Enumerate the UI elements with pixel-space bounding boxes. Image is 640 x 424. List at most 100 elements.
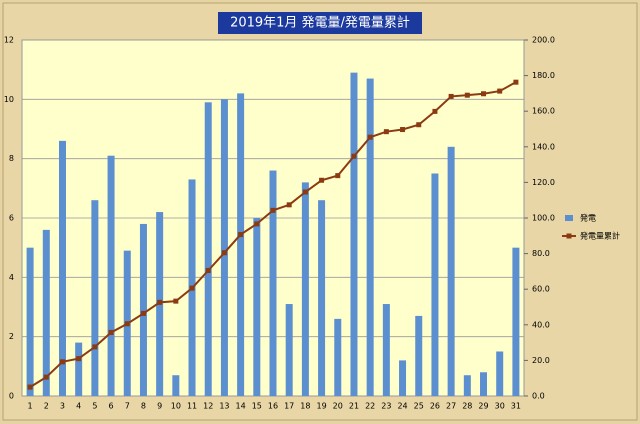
legend-label: 発電 [580, 214, 596, 223]
x-tick-label: 11 [187, 402, 197, 411]
marker [270, 207, 276, 213]
marker [383, 129, 389, 135]
marker [481, 91, 487, 97]
x-tick-label: 14 [236, 402, 246, 411]
y2-tick-label: 200.0 [532, 36, 555, 45]
bar [42, 229, 50, 396]
y2-tick-label: 180.0 [532, 71, 555, 80]
bar [269, 170, 277, 396]
y2-tick-label: 160.0 [532, 107, 555, 116]
y-tick-label: 0 [9, 392, 14, 401]
bar [139, 223, 147, 396]
bar [26, 247, 34, 396]
x-tick-label: 29 [478, 402, 488, 411]
bar [318, 200, 326, 396]
bar [447, 146, 455, 396]
x-tick-label: 1 [28, 402, 33, 411]
y-tick-label: 6 [9, 214, 14, 223]
bar [91, 200, 99, 396]
marker [367, 134, 373, 140]
x-tick-label: 6 [109, 402, 114, 411]
bar [382, 304, 390, 396]
y-tick-label: 4 [9, 273, 14, 282]
bar [75, 342, 83, 396]
bar [512, 247, 520, 396]
x-tick-label: 3 [60, 402, 65, 411]
bar [463, 375, 471, 396]
x-tick-label: 25 [414, 402, 424, 411]
bar [220, 99, 228, 396]
y2-tick-label: 140.0 [532, 142, 555, 151]
legend-swatch [566, 233, 572, 239]
marker [497, 88, 503, 94]
marker [254, 221, 260, 227]
x-tick-label: 7 [125, 402, 130, 411]
bar [431, 173, 439, 396]
legend-swatch [565, 215, 573, 221]
marker [302, 189, 308, 195]
bar [496, 351, 504, 396]
marker [286, 202, 292, 208]
y-tick-label: 10 [4, 95, 14, 104]
marker [140, 310, 146, 316]
marker [464, 92, 470, 98]
x-tick-label: 22 [365, 402, 375, 411]
y2-tick-label: 80.0 [532, 249, 550, 258]
bar [350, 72, 358, 396]
x-tick-label: 5 [92, 402, 97, 411]
x-tick-label: 10 [171, 402, 181, 411]
marker [448, 93, 454, 99]
marker [416, 122, 422, 128]
marker [513, 79, 519, 85]
marker [124, 321, 130, 327]
x-tick-label: 31 [511, 402, 521, 411]
bar [334, 318, 342, 396]
x-tick-label: 18 [300, 402, 310, 411]
marker [189, 285, 195, 291]
x-tick-label: 28 [462, 402, 472, 411]
marker [335, 173, 341, 179]
bar [253, 218, 261, 396]
y-tick-label: 8 [9, 154, 14, 163]
x-tick-label: 30 [495, 402, 505, 411]
marker [76, 356, 82, 362]
bar [399, 360, 407, 396]
legend-label: 発電量累計 [580, 231, 620, 241]
x-tick-label: 4 [76, 402, 81, 411]
x-tick-label: 2 [44, 402, 49, 411]
bar [366, 78, 374, 397]
marker [108, 329, 114, 335]
x-tick-label: 13 [219, 402, 229, 411]
title-box [218, 12, 422, 34]
x-tick-label: 16 [268, 402, 278, 411]
marker [432, 108, 438, 114]
marker [59, 359, 65, 365]
bar [237, 93, 245, 397]
marker [205, 268, 211, 274]
marker [27, 384, 33, 390]
marker [157, 299, 163, 305]
y2-tick-label: 120.0 [532, 178, 555, 187]
bar [107, 155, 115, 396]
x-tick-label: 20 [333, 402, 343, 411]
bar [204, 102, 212, 397]
bar [172, 375, 180, 396]
chart-title: 2019年1月 発電量/発電量累計 [230, 15, 410, 31]
y2-tick-label: 0.0 [532, 392, 545, 401]
marker [221, 250, 227, 256]
y2-tick-label: 60.0 [532, 285, 550, 294]
y-tick-label: 12 [4, 36, 14, 45]
bar [58, 140, 66, 396]
bar [301, 182, 309, 396]
marker [319, 177, 325, 183]
x-tick-label: 9 [157, 402, 162, 411]
bar [480, 372, 488, 396]
bar [285, 304, 293, 396]
marker [400, 127, 406, 133]
y2-tick-label: 40.0 [532, 320, 550, 329]
marker [351, 153, 357, 159]
marker [92, 344, 98, 350]
y2-tick-label: 20.0 [532, 356, 550, 365]
bar [415, 315, 423, 396]
